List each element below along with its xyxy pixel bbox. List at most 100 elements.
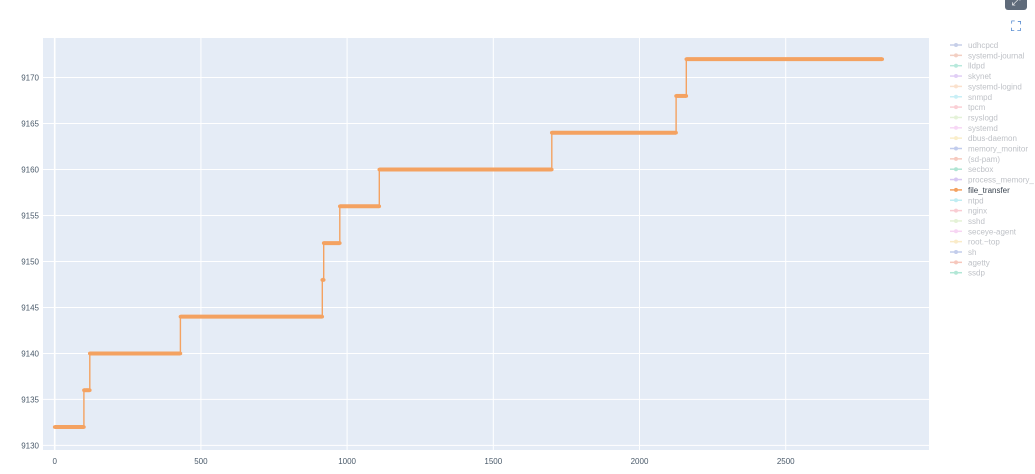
legend-label: tpcm	[968, 103, 986, 112]
y-tick-label: 9160	[21, 166, 39, 175]
y-tick-label: 9155	[21, 211, 39, 220]
focus-icon[interactable]: ⛶	[1011, 17, 1021, 34]
legend-marker	[954, 136, 958, 141]
series-point	[321, 241, 326, 245]
legend-item-memory_monitor[interactable]: memory_monitor	[950, 145, 1028, 154]
series-point	[178, 314, 183, 319]
legend-item-sh[interactable]: sh	[950, 248, 976, 257]
y-tick-label: 9170	[21, 74, 39, 83]
legend-label: file_transfer	[968, 186, 1010, 195]
legend-label: lldpd	[968, 62, 985, 71]
legend-marker	[954, 84, 958, 89]
x-tick-label: 500	[194, 457, 208, 466]
series-point	[178, 351, 183, 356]
legend-marker	[954, 177, 958, 182]
series-point	[674, 130, 678, 135]
x-tick-label: 2000	[631, 457, 649, 466]
series-point	[377, 204, 382, 209]
legend-marker	[954, 125, 958, 130]
legend-item-systemd-journal[interactable]: systemd-journal	[950, 51, 1025, 60]
y-tick-label: 9145	[21, 303, 39, 312]
legend-label: dbus-daemon	[968, 134, 1017, 143]
legend-marker	[954, 74, 958, 79]
plot-area	[43, 38, 929, 450]
legend-label: memory_monitor	[968, 145, 1028, 154]
legend-item-tpcm[interactable]: tpcm	[950, 103, 986, 112]
series-point	[377, 167, 382, 172]
legend-label: secbox	[968, 165, 993, 174]
series-point	[684, 94, 689, 98]
legend-label: (sd-pam)	[968, 155, 1000, 164]
y-tick-label: 9165	[21, 120, 39, 129]
legend-item-ssdp[interactable]: ssdp	[950, 269, 985, 278]
legend-marker	[954, 270, 958, 275]
legend-item-file_transfer[interactable]: file_transfer	[950, 186, 1010, 195]
legend-item-systemd[interactable]: systemd	[950, 124, 998, 133]
y-tick-label: 9130	[21, 441, 39, 450]
legend-label: seceye-agent	[968, 227, 1017, 236]
series-point	[337, 204, 342, 209]
legend-label: skynet	[968, 72, 992, 81]
legend-item-nginx[interactable]: nginx	[950, 207, 987, 216]
legend-item-secbox[interactable]: secbox	[950, 165, 993, 174]
legend-marker	[954, 105, 958, 110]
legend-label: nginx	[968, 207, 987, 216]
series-point	[321, 278, 326, 282]
legend-marker	[954, 208, 958, 213]
legend-item-agetty[interactable]: agetty	[950, 258, 990, 267]
legend-item-systemd-logind[interactable]: systemd-logind	[950, 82, 1022, 91]
legend-label: ssdp	[968, 269, 985, 278]
series-point	[880, 57, 885, 61]
legend-marker	[954, 218, 958, 223]
legend: udhcpcdsystemd-journallldpdskynetsystemd…	[950, 41, 1034, 278]
legend-item-root.~top[interactable]: root.~top	[950, 238, 1000, 247]
x-gridlines	[53, 38, 787, 450]
legend-item-seceye-agent[interactable]: seceye-agent	[950, 227, 1017, 236]
x-tick-label: 1000	[338, 457, 356, 466]
legend-label: root.~top	[968, 238, 1000, 247]
x-tick-label: 0	[52, 457, 57, 466]
legend-item-ntpd[interactable]: ntpd	[950, 196, 984, 205]
legend-item-snmpd[interactable]: snmpd	[950, 93, 992, 102]
series-point	[684, 57, 689, 61]
series-lines	[52, 57, 885, 430]
legend-label: snmpd	[968, 93, 992, 102]
series-point	[87, 351, 92, 356]
expand-icon[interactable]: ⤢	[1005, 0, 1027, 10]
legend-item-(sd-pam)[interactable]: (sd-pam)	[950, 155, 1000, 164]
legend-item-dbus-daemon[interactable]: dbus-daemon	[950, 134, 1017, 143]
legend-marker	[954, 94, 958, 99]
legend-marker	[954, 63, 958, 68]
legend-marker	[954, 260, 958, 265]
legend-marker	[954, 167, 958, 172]
legend-item-sshd[interactable]: sshd	[950, 217, 985, 226]
legend-label: ntpd	[968, 196, 984, 205]
legend-item-udhcpcd[interactable]: udhcpcd	[950, 41, 998, 50]
y-axis: 9130 9135 9140 9145 9150 9155 9160 9165 9170	[21, 74, 39, 451]
series-point	[337, 241, 342, 245]
series-point	[52, 425, 57, 429]
legend-marker	[954, 53, 958, 58]
series-point	[87, 388, 92, 393]
legend-item-rsyslogd[interactable]: rsyslogd	[950, 113, 998, 122]
legend-item-skynet[interactable]: skynet	[950, 72, 992, 81]
series-point	[82, 388, 86, 393]
series-point	[549, 130, 554, 135]
legend-label: rsyslogd	[968, 113, 998, 122]
y-tick-label: 9140	[21, 349, 39, 358]
legend-marker	[954, 43, 958, 47]
legend-marker	[954, 239, 958, 244]
legend-label: udhcpcd	[968, 41, 998, 50]
legend-label: agetty	[968, 258, 990, 267]
legend-marker	[954, 229, 958, 234]
series-point	[320, 314, 325, 319]
legend-item-process_memory_[interactable]: process_memory_	[950, 176, 1034, 185]
legend-item-lldpd[interactable]: lldpd	[950, 62, 985, 71]
series-point	[85, 388, 89, 393]
legend-marker	[954, 250, 958, 254]
legend-marker	[954, 115, 958, 120]
series-point	[82, 425, 86, 429]
modebar: ⤢ ⛶	[1005, 0, 1029, 40]
legend-label: systemd-journal	[968, 51, 1025, 60]
